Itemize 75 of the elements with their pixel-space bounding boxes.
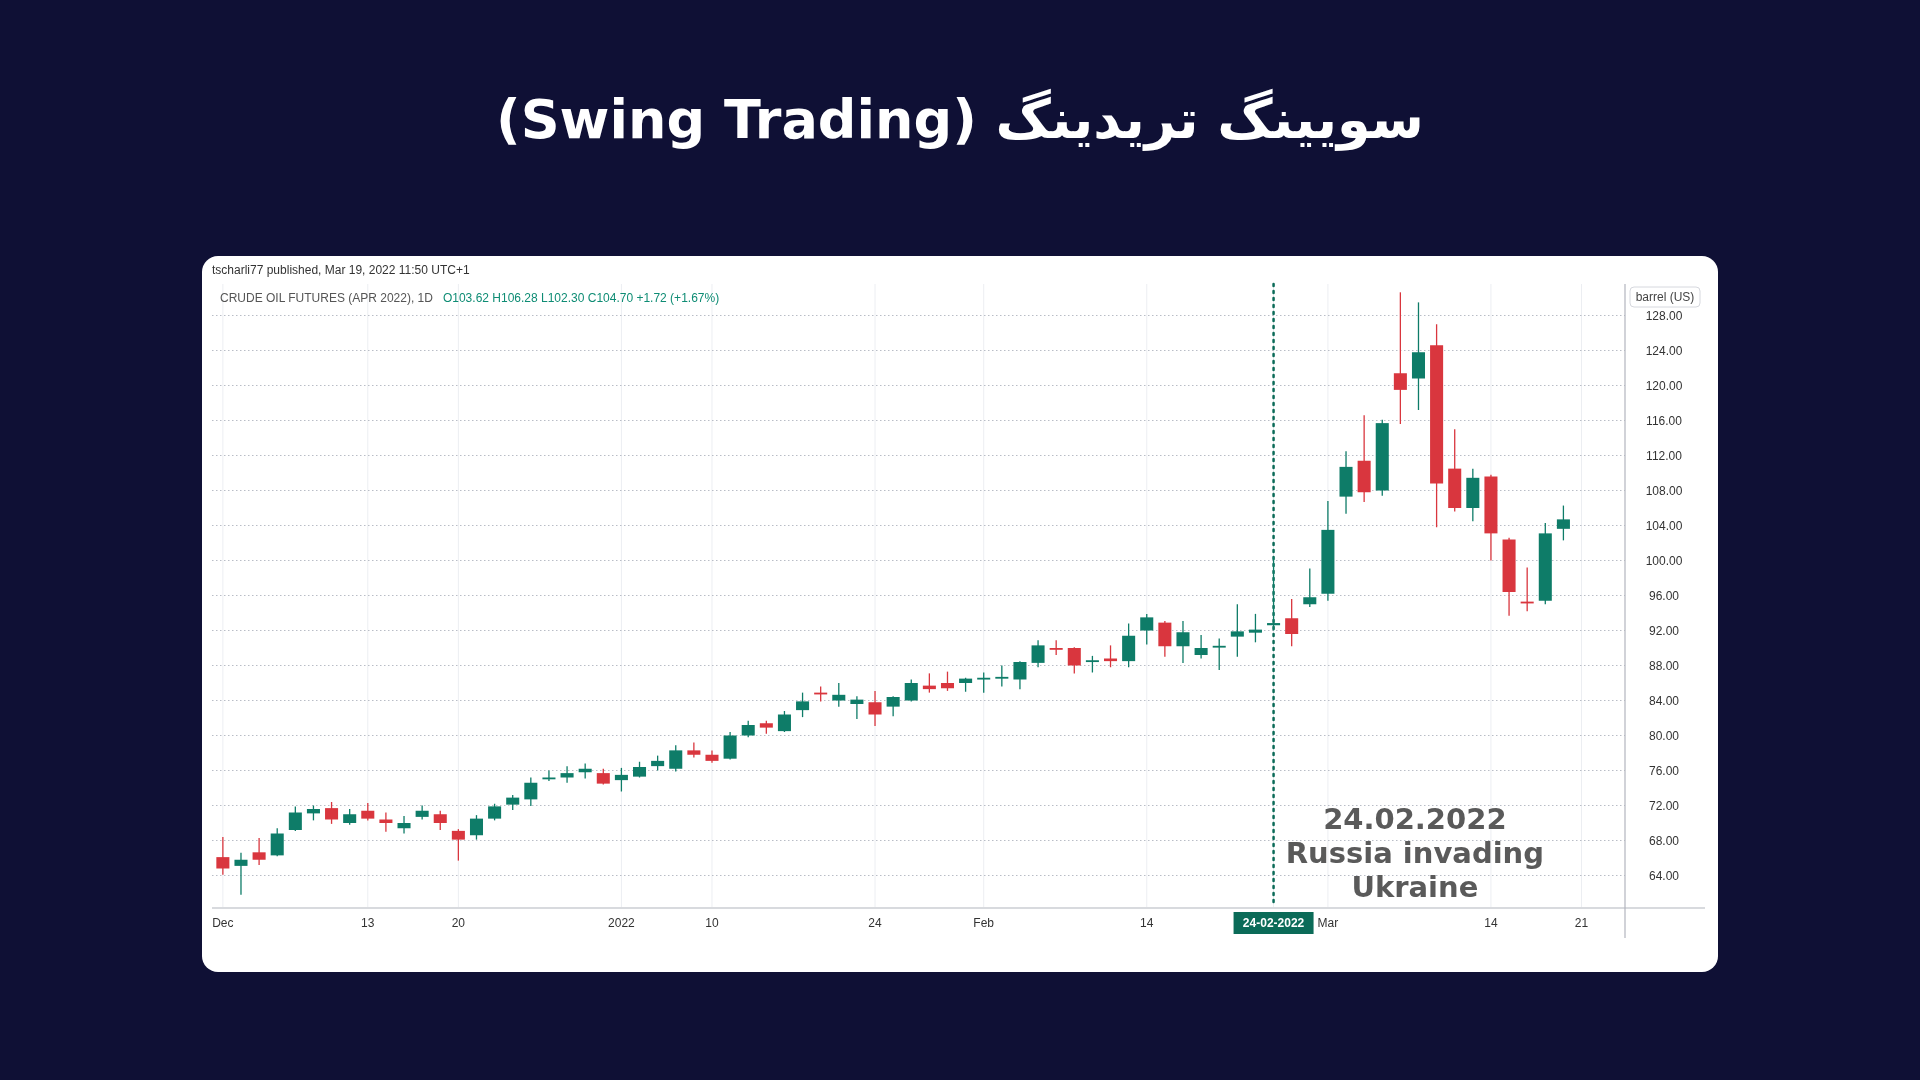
candlestick <box>469 814 484 841</box>
candlestick <box>1140 613 1154 646</box>
candlestick <box>687 741 701 759</box>
candlestick <box>234 852 248 896</box>
y-tick-label: 88.00 <box>1648 658 1680 673</box>
y-tick-label: 76.00 <box>1648 763 1680 778</box>
y-tick-label: 104.00 <box>1645 518 1683 533</box>
candlestick <box>1303 567 1317 608</box>
candlestick <box>524 776 538 807</box>
candlestick <box>940 670 955 692</box>
x-tick-label: 24 <box>868 916 883 930</box>
candlestick <box>1393 291 1407 425</box>
x-tick-label: 14 <box>1484 916 1498 930</box>
candlestick <box>1176 620 1190 664</box>
candlestick <box>1212 637 1226 671</box>
y-tick-label: 124.00 <box>1645 343 1683 358</box>
candlestick <box>777 710 791 733</box>
x-tick-label: 20 <box>451 916 466 930</box>
y-tick-label: 100.00 <box>1645 553 1683 568</box>
candlestick <box>1013 660 1027 690</box>
y-tick-label: 92.00 <box>1648 623 1680 638</box>
candlestick <box>796 691 810 718</box>
candlestick <box>832 682 846 708</box>
candlestick <box>252 837 266 866</box>
x-tick-label: 24-02-2022 <box>1242 916 1305 930</box>
candlestick <box>614 767 628 793</box>
annotation: O103.62 H106.28 L102.30 C104.70 +1.72 (+1.67%) <box>442 291 720 305</box>
y-tick-label: 116.00 <box>1646 413 1683 428</box>
candlestick <box>886 695 900 717</box>
x-tick-label: 2022 <box>608 916 636 930</box>
candlestick <box>397 815 411 835</box>
y-tick-label: 128.00 <box>1645 308 1683 323</box>
candlestick <box>723 731 737 761</box>
candlestick <box>1267 556 1281 632</box>
text: tscharli77 published, Mar 19, 2022 11:50 UTC+1 <box>212 263 470 277</box>
candlestick <box>216 836 230 876</box>
candlestick <box>433 810 447 831</box>
x-tick-label: Mar <box>1317 916 1339 930</box>
y-tick-label: 68.00 <box>1648 833 1680 848</box>
candlestick <box>1194 634 1208 660</box>
y-tick-label: 120.00 <box>1645 378 1683 393</box>
candlestick <box>270 827 284 857</box>
candlestick <box>1285 598 1299 647</box>
candlestick <box>325 801 339 825</box>
candlestick <box>288 805 302 832</box>
candlestick <box>1158 620 1172 658</box>
y-tick-label: 112.00 <box>1646 448 1683 463</box>
candlestick <box>451 828 465 862</box>
x-tick-label: 10 <box>705 916 719 930</box>
x-tick-label: 21 <box>1574 916 1589 930</box>
candlestick <box>1556 504 1570 542</box>
x-tick-label: 13 <box>361 916 375 930</box>
y-tick-label: 64.00 <box>1648 868 1680 883</box>
candlestick <box>868 690 882 727</box>
candlestick <box>669 744 683 773</box>
y-tick-label: 72.00 <box>1648 798 1680 813</box>
candlestick <box>977 671 991 694</box>
x-tick-label: Feb <box>973 916 995 930</box>
candlestick <box>1031 639 1045 668</box>
candlestick <box>560 765 574 784</box>
candlestick <box>995 664 1009 688</box>
annotation: 24.02.2022 Russia invading Ukraine <box>1284 802 1545 904</box>
chart-title: سویینگ تریدینگ (Swing Trading) <box>495 88 1425 151</box>
candlestick <box>1230 603 1244 658</box>
x-tick-label: 14 <box>1140 916 1154 930</box>
y-tick-label: 96.00 <box>1648 588 1680 603</box>
y-tick-label: 80.00 <box>1648 728 1680 743</box>
candlestick <box>1248 613 1262 643</box>
x-tick-label: Dec <box>212 916 234 930</box>
y-tick-label: 108.00 <box>1645 483 1683 498</box>
y-tick-label: 84.00 <box>1648 693 1680 708</box>
y-axis-title: barrel (US) <box>1635 290 1695 304</box>
candlestick <box>1067 646 1081 675</box>
text: CRUDE OIL FUTURES (APR 2022), 1D <box>220 291 434 305</box>
candlestick <box>850 695 864 720</box>
